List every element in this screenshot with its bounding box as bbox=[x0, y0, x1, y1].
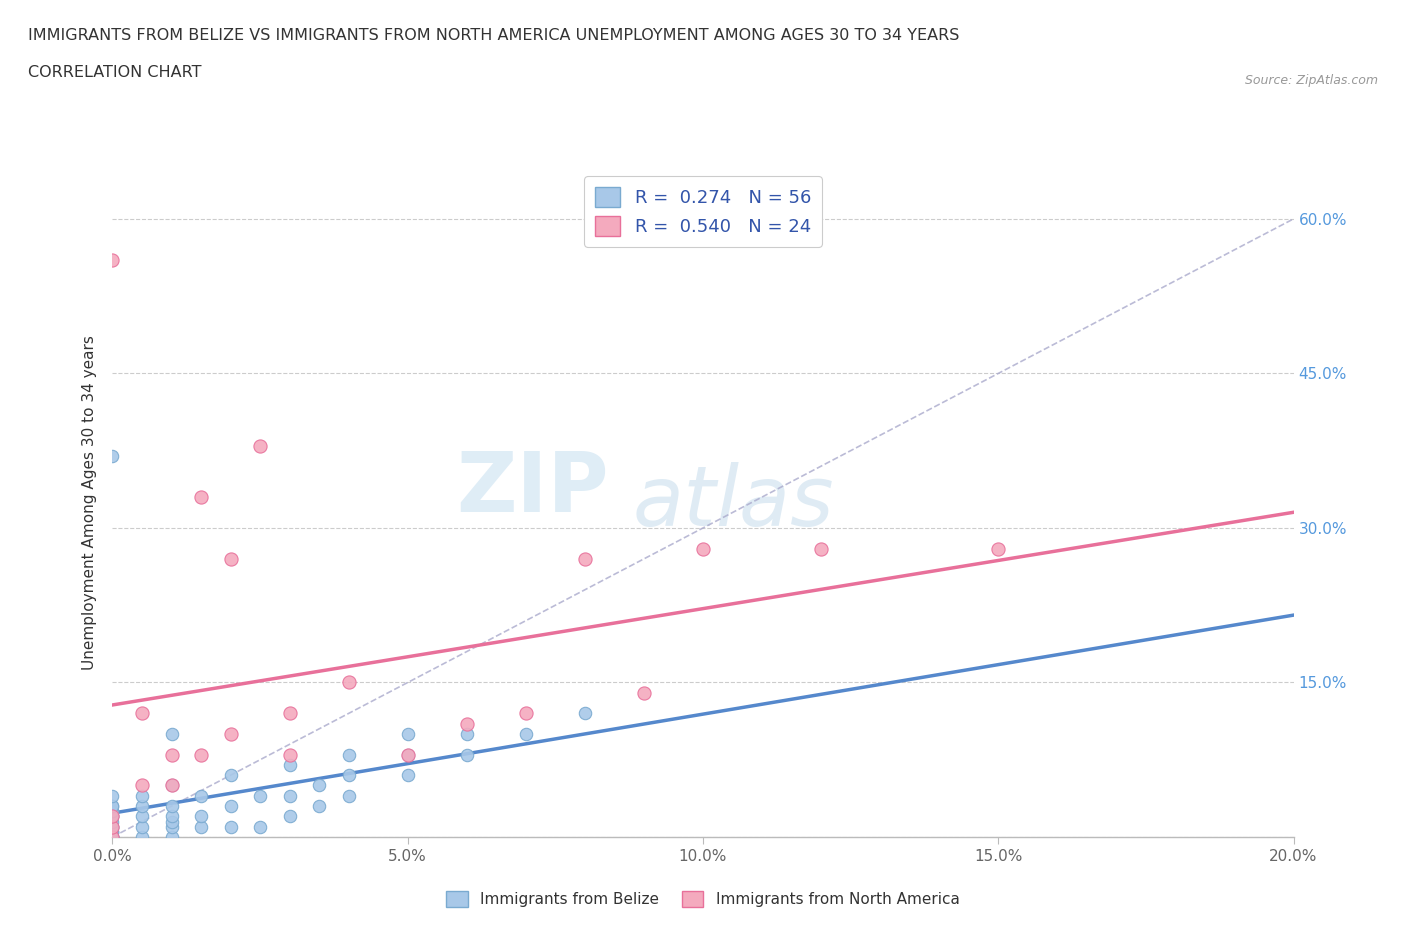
Point bbox=[190, 809, 212, 824]
Point bbox=[101, 830, 124, 844]
Point bbox=[160, 830, 183, 844]
Point bbox=[456, 726, 478, 741]
Point bbox=[160, 778, 183, 793]
Point bbox=[219, 768, 242, 783]
Point bbox=[987, 541, 1010, 556]
Point bbox=[810, 541, 832, 556]
Point bbox=[101, 830, 124, 844]
Point bbox=[308, 778, 330, 793]
Text: atlas: atlas bbox=[633, 461, 834, 543]
Point bbox=[160, 814, 183, 829]
Text: Source: ZipAtlas.com: Source: ZipAtlas.com bbox=[1244, 74, 1378, 87]
Point bbox=[101, 799, 124, 814]
Point bbox=[249, 789, 271, 804]
Point bbox=[396, 747, 419, 762]
Point bbox=[337, 675, 360, 690]
Point bbox=[101, 253, 124, 268]
Point bbox=[101, 809, 124, 824]
Point bbox=[160, 726, 183, 741]
Point bbox=[249, 819, 271, 834]
Point bbox=[190, 489, 212, 504]
Point bbox=[131, 819, 153, 834]
Point bbox=[249, 438, 271, 453]
Point bbox=[131, 830, 153, 844]
Point bbox=[219, 799, 242, 814]
Text: IMMIGRANTS FROM BELIZE VS IMMIGRANTS FROM NORTH AMERICA UNEMPLOYMENT AMONG AGES : IMMIGRANTS FROM BELIZE VS IMMIGRANTS FRO… bbox=[28, 28, 959, 43]
Point bbox=[278, 747, 301, 762]
Point bbox=[396, 747, 419, 762]
Point bbox=[101, 804, 124, 818]
Point bbox=[515, 706, 537, 721]
Point bbox=[101, 830, 124, 844]
Point bbox=[131, 809, 153, 824]
Legend: R =  0.274   N = 56, R =  0.540   N = 24: R = 0.274 N = 56, R = 0.540 N = 24 bbox=[583, 177, 823, 246]
Point bbox=[456, 716, 478, 731]
Legend: Immigrants from Belize, Immigrants from North America: Immigrants from Belize, Immigrants from … bbox=[440, 884, 966, 913]
Point bbox=[101, 819, 124, 834]
Point bbox=[308, 799, 330, 814]
Point bbox=[219, 819, 242, 834]
Point bbox=[337, 789, 360, 804]
Point bbox=[131, 778, 153, 793]
Point bbox=[131, 789, 153, 804]
Point bbox=[101, 830, 124, 844]
Point bbox=[131, 799, 153, 814]
Point bbox=[574, 551, 596, 566]
Point bbox=[101, 814, 124, 829]
Y-axis label: Unemployment Among Ages 30 to 34 years: Unemployment Among Ages 30 to 34 years bbox=[82, 335, 97, 670]
Point bbox=[160, 809, 183, 824]
Point bbox=[160, 819, 183, 834]
Point bbox=[131, 706, 153, 721]
Point bbox=[101, 824, 124, 839]
Point bbox=[337, 747, 360, 762]
Text: CORRELATION CHART: CORRELATION CHART bbox=[28, 65, 201, 80]
Point bbox=[337, 768, 360, 783]
Point bbox=[278, 757, 301, 772]
Point bbox=[101, 804, 124, 818]
Point bbox=[101, 819, 124, 834]
Point bbox=[160, 799, 183, 814]
Point bbox=[190, 789, 212, 804]
Point bbox=[515, 726, 537, 741]
Point bbox=[190, 747, 212, 762]
Point bbox=[633, 685, 655, 700]
Point bbox=[574, 706, 596, 721]
Point bbox=[101, 809, 124, 824]
Point bbox=[101, 819, 124, 834]
Point bbox=[101, 789, 124, 804]
Point bbox=[101, 830, 124, 844]
Point bbox=[101, 799, 124, 814]
Point bbox=[101, 819, 124, 834]
Point bbox=[219, 726, 242, 741]
Point bbox=[219, 551, 242, 566]
Point bbox=[101, 809, 124, 824]
Point bbox=[278, 809, 301, 824]
Point bbox=[101, 830, 124, 844]
Point bbox=[101, 830, 124, 844]
Point bbox=[101, 809, 124, 824]
Point bbox=[396, 768, 419, 783]
Point bbox=[278, 706, 301, 721]
Text: ZIP: ZIP bbox=[456, 448, 609, 529]
Point bbox=[278, 789, 301, 804]
Point bbox=[101, 824, 124, 839]
Point bbox=[190, 819, 212, 834]
Point bbox=[396, 726, 419, 741]
Point bbox=[692, 541, 714, 556]
Point bbox=[456, 747, 478, 762]
Point bbox=[160, 778, 183, 793]
Point bbox=[101, 448, 124, 463]
Point bbox=[160, 747, 183, 762]
